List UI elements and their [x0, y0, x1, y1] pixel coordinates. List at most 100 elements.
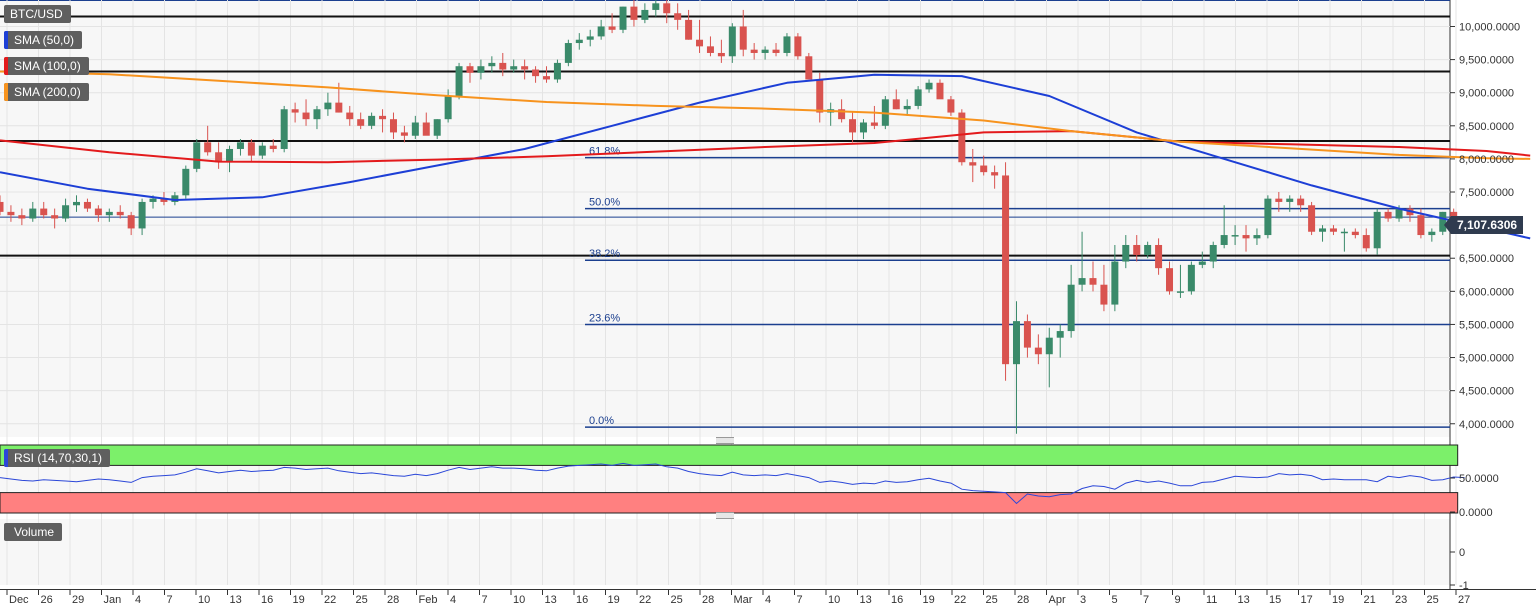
x-tick-label: 7	[1143, 594, 1149, 606]
candle-body	[94, 208, 102, 216]
candle-body	[1155, 244, 1163, 269]
rsi-zones	[0, 444, 1459, 514]
rsi-label[interactable]: RSI (14,70,30,1)	[4, 449, 111, 467]
x-tick-label: 17	[1301, 594, 1313, 606]
candle-body	[346, 112, 354, 120]
candle-body	[532, 69, 540, 77]
candle-body	[991, 172, 999, 176]
candle-body	[1166, 268, 1174, 292]
fibonacci-label: 23.6%	[589, 312, 620, 324]
volume-tick-label: -1	[1459, 580, 1469, 592]
candle-body	[368, 115, 376, 126]
candle-body	[499, 62, 507, 70]
fibonacci-label: 38.2%	[589, 248, 620, 260]
candle-body	[335, 102, 343, 113]
x-tick-label: Apr	[1049, 594, 1066, 606]
x-tick-label: 19	[1332, 594, 1344, 606]
candle-body	[1012, 321, 1020, 365]
candle-body	[674, 13, 682, 20]
candle-body	[18, 215, 26, 219]
rsi-oversold-zone	[0, 492, 1459, 514]
candle-body	[73, 201, 81, 206]
x-tick-label: 22	[639, 594, 651, 606]
rsi-line-group	[0, 462, 1465, 505]
candle-body	[914, 89, 922, 106]
candle-body	[149, 198, 157, 202]
resize-handle[interactable]	[716, 437, 734, 444]
candle-body	[1286, 198, 1294, 202]
x-tick-label: 25	[356, 594, 368, 606]
y-tick-label: 5,000.0000	[1459, 353, 1514, 365]
candle-body	[543, 76, 550, 80]
candle-body	[160, 198, 168, 202]
candle-body	[1089, 278, 1097, 285]
candle-body	[783, 36, 791, 53]
candle-body	[619, 6, 627, 30]
candle-body	[805, 56, 813, 80]
candle-body	[1362, 235, 1370, 249]
candle-body	[1264, 198, 1272, 236]
x-tick-label: 28	[387, 594, 399, 606]
resize-handle[interactable]	[716, 512, 734, 519]
candle-body	[477, 66, 485, 73]
volume-label[interactable]: Volume	[4, 523, 63, 541]
rsi-tick-label: 50.0000	[1459, 473, 1499, 485]
x-tick-label: 3	[1080, 594, 1086, 606]
candle-body	[1428, 231, 1436, 236]
price-panel[interactable]	[0, 0, 1450, 437]
candle-body	[969, 162, 977, 166]
fibonacci-label: 50.0%	[589, 197, 620, 209]
candle-body	[652, 3, 660, 10]
candle-body	[1100, 284, 1108, 305]
x-tick-label: 22	[954, 594, 966, 606]
candle-body	[903, 105, 911, 110]
rsi-overbought-zone	[0, 444, 1459, 466]
candle-body	[1209, 244, 1217, 262]
x-tick-label: 16	[261, 594, 273, 606]
candle-body	[138, 201, 146, 229]
candle-body	[1133, 244, 1141, 255]
candle-body	[750, 49, 758, 53]
candle-body	[717, 52, 725, 57]
horizontal-lines	[0, 15, 1450, 257]
x-tick-label: 28	[1017, 594, 1029, 606]
candle-body	[389, 119, 397, 133]
candle-body	[1002, 175, 1010, 365]
candle-body	[1220, 235, 1228, 245]
candle-body	[0, 201, 4, 212]
sma-line	[0, 73, 1531, 240]
sma-lines	[0, 70, 1531, 240]
last-price-tag: 7,107.6306	[1443, 216, 1524, 234]
x-tick-label: 26	[41, 594, 53, 606]
x-tick-label: 13	[230, 594, 242, 606]
candle-body	[1122, 244, 1130, 262]
x-tick-label: Dec	[9, 594, 29, 606]
candle-body	[1056, 331, 1064, 338]
candle-body	[40, 208, 48, 216]
volume-tick-label: 0	[1459, 547, 1465, 559]
candle-body	[1297, 198, 1305, 206]
candle-body	[1187, 264, 1195, 292]
candle-body	[466, 66, 474, 73]
sma200-label[interactable]: SMA (200,0)	[4, 83, 89, 101]
candle-body	[269, 145, 277, 149]
x-tick-label: 23	[1395, 594, 1407, 606]
symbol-label[interactable]: BTC/USD	[4, 5, 71, 23]
x-tick-label: 28	[702, 594, 714, 606]
x-tick-label: 27	[1458, 594, 1470, 606]
volume-panel[interactable]	[0, 519, 1450, 585]
candle-body	[379, 115, 387, 120]
candle-body	[761, 49, 769, 53]
candle-body	[958, 112, 966, 163]
candle-body	[1351, 231, 1359, 236]
candle-body	[1023, 321, 1031, 348]
sma50-label[interactable]: SMA (50,0)	[4, 31, 83, 49]
candle-body	[51, 215, 59, 219]
sma100-label[interactable]: SMA (100,0)	[4, 57, 89, 75]
candle-body	[215, 152, 223, 163]
candle-body	[586, 36, 594, 40]
y-tick-label: 7,500.0000	[1459, 187, 1514, 199]
x-tick-label: 4	[765, 594, 771, 606]
x-tick-label: 22	[324, 594, 336, 606]
